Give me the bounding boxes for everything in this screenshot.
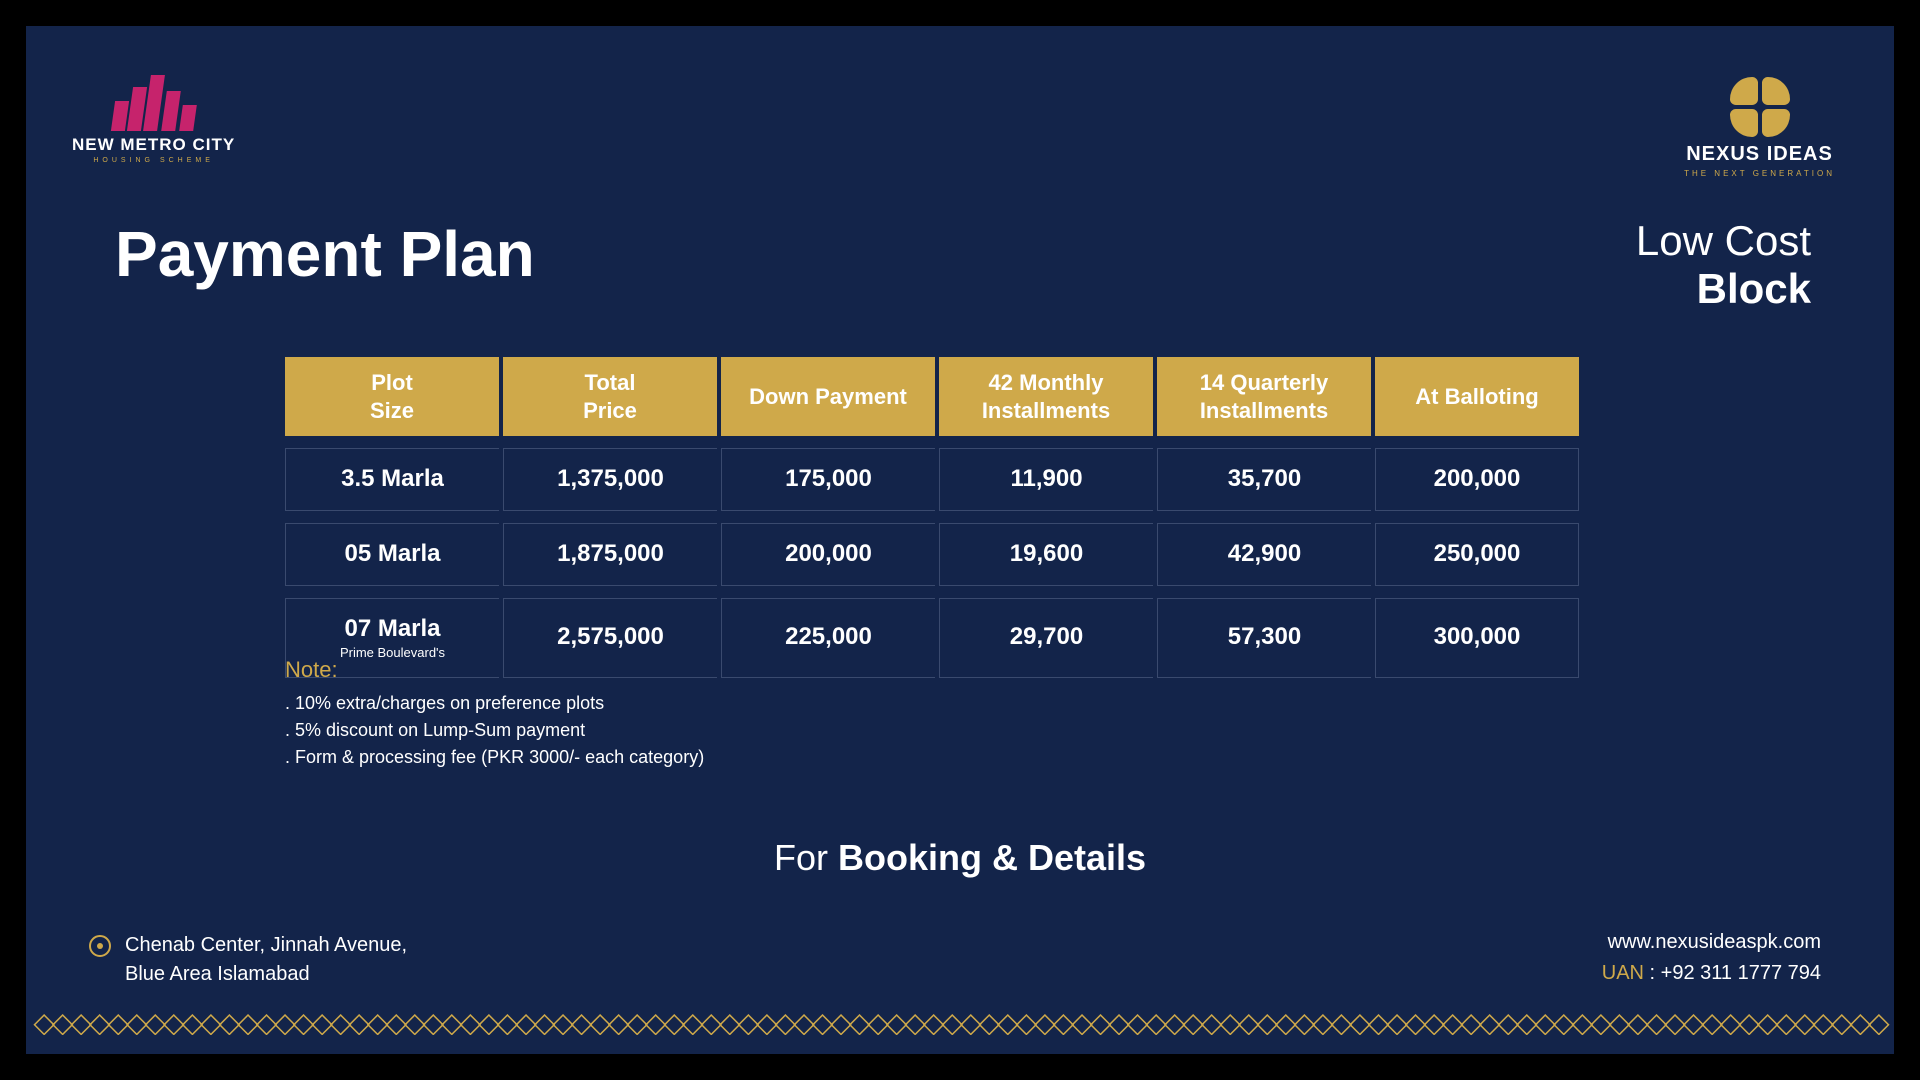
table-cell: 05 Marla [285,523,499,586]
page-subtitle: Low Cost Block [1636,217,1811,313]
address-line2: Blue Area Islamabad [125,960,407,989]
address-line1: Chenab Center, Jinnah Avenue, [125,931,407,960]
note-line: . 10% extra/charges on preference plots [285,693,704,714]
table-cell: 29,700 [939,598,1153,678]
location-pin-icon [89,935,111,957]
table-cell: 200,000 [1375,448,1579,511]
page-title: Payment Plan [115,217,535,291]
subtitle-line1: Low Cost [1636,217,1811,265]
table-header-cell: 14 QuarterlyInstallments [1157,357,1375,436]
nexus-sub: THE NEXT GENERATION [1684,169,1835,178]
table-cell: 175,000 [721,448,935,511]
table-row: 05 Marla1,875,000200,00019,60042,900250,… [285,523,1579,586]
metro-city-logo: NEW METRO CITY HOUSING SCHEME [72,75,235,164]
page-frame: NEW METRO CITY HOUSING SCHEME NEXUS IDEA… [26,26,1894,1054]
table-cell: 200,000 [721,523,935,586]
table-cell: 1,375,000 [503,448,717,511]
contact-block: www.nexusideaspk.com UAN : +92 311 1777 … [1602,927,1821,989]
notes-block: Note: . 10% extra/charges on preference … [285,657,704,774]
table-cell: 35,700 [1157,448,1371,511]
table-cell: 3.5 Marla [285,448,499,511]
booking-prefix: For [774,837,838,878]
note-line: . 5% discount on Lump-Sum payment [285,720,704,741]
table-cell: 1,875,000 [503,523,717,586]
table-header-cell: Down Payment [721,357,939,436]
table-cell: 19,600 [939,523,1153,586]
table-header-cell: TotalPrice [503,357,721,436]
uan-value: : +92 311 1777 794 [1644,962,1821,984]
metro-city-title: NEW METRO CITY [72,135,235,155]
table-cell: 42,900 [1157,523,1371,586]
booking-heading: For Booking & Details [27,837,1893,879]
table-header-cell: PlotSize [285,357,503,436]
table-row: 3.5 Marla1,375,000175,00011,90035,700200… [285,448,1579,511]
uan-line: UAN : +92 311 1777 794 [1602,958,1821,989]
buildings-icon [113,75,195,131]
subtitle-line2: Block [1636,265,1811,313]
decor-strip: ◇◇◇◇◇◇◇◇◇◇◇◇◇◇◇◇◇◇◇◇◇◇◇◇◇◇◇◇◇◇◇◇◇◇◇◇◇◇◇◇… [27,1011,1893,1035]
petals-icon [1730,77,1790,137]
note-title: Note: [285,657,704,683]
table-cell: 300,000 [1375,598,1579,678]
nexus-logo: NEXUS IDEAS THE NEXT GENERATION [1684,77,1835,178]
table-header-cell: At Balloting [1375,357,1579,436]
nexus-title: NEXUS IDEAS [1684,143,1835,166]
table-cell: 225,000 [721,598,935,678]
table-header-row: PlotSizeTotalPriceDown Payment42 Monthly… [285,357,1579,436]
table-cell: 57,300 [1157,598,1371,678]
table-cell: 250,000 [1375,523,1579,586]
website: www.nexusideaspk.com [1602,927,1821,958]
table-cell: 11,900 [939,448,1153,511]
uan-label: UAN [1602,962,1644,984]
booking-bold: Booking & Details [838,837,1146,878]
note-line: . Form & processing fee (PKR 3000/- each… [285,747,704,768]
table-header-cell: 42 MonthlyInstallments [939,357,1157,436]
payment-table: PlotSizeTotalPriceDown Payment42 Monthly… [285,357,1579,678]
address-block: Chenab Center, Jinnah Avenue, Blue Area … [89,931,407,989]
metro-city-sub: HOUSING SCHEME [93,157,214,164]
